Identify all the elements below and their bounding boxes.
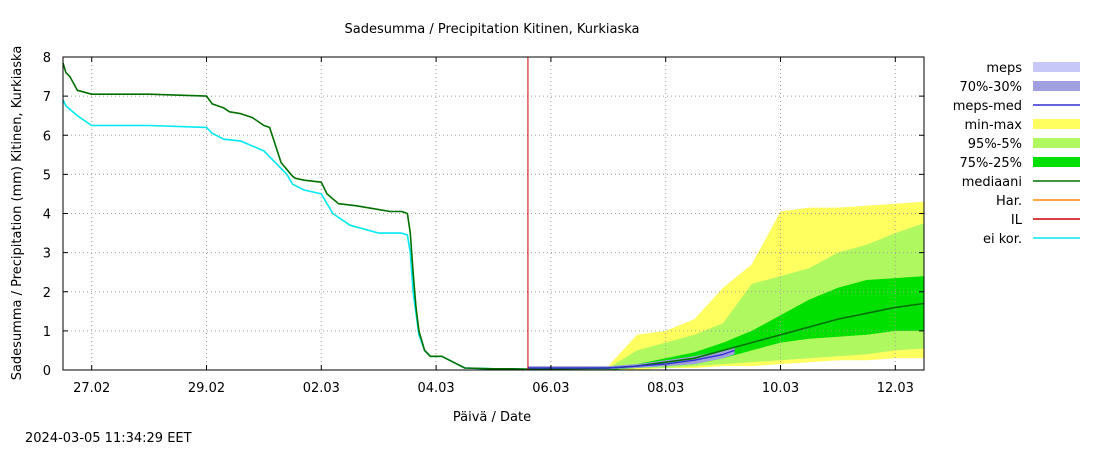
legend-label: 95%-5% <box>968 137 1022 152</box>
band-70-30 <box>527 346 735 370</box>
chart-title: Sadesumma / Precipitation Kitinen, Kurki… <box>344 22 639 37</box>
x-tick-label: 06.03 <box>532 381 569 396</box>
y-tick-label: 2 <box>43 286 51 301</box>
x-tick-label: 12.03 <box>877 381 914 396</box>
legend-label: IL <box>1011 213 1023 228</box>
legend-swatch-70-30 <box>1033 81 1080 91</box>
y-tick-label: 5 <box>43 168 51 183</box>
legend-label: Har. <box>996 194 1022 209</box>
y-tick-label: 8 <box>43 51 51 66</box>
x-tick-label: 27.02 <box>73 381 110 396</box>
y-tick-label: 4 <box>43 208 51 223</box>
legend-label: 75%-25% <box>960 156 1022 171</box>
series-ei-kor <box>62 99 528 370</box>
legend-label: ei kor. <box>983 232 1022 247</box>
band-75-25 <box>527 276 924 370</box>
legend-label: min-max <box>964 118 1022 133</box>
y-tick-label: 7 <box>43 90 51 105</box>
y-axis-label: Sadesumma / Precipitation (mm) Kitinen, … <box>10 46 25 381</box>
y-tick-label: 3 <box>43 247 51 262</box>
legend-label: meps <box>986 61 1022 76</box>
series-mediaani <box>62 62 925 371</box>
legend-label: 70%-30% <box>960 80 1022 95</box>
legend: meps 70%-30% meps-med min-max 95%-5% 75%-25% m… <box>953 61 1080 247</box>
legend-label: mediaani <box>962 175 1022 190</box>
x-tick-label: 10.03 <box>762 381 799 396</box>
x-tick-label: 08.03 <box>647 381 684 396</box>
x-tick-label: 04.03 <box>417 381 454 396</box>
y-tick-label: 1 <box>43 325 51 340</box>
y-tick-label: 0 <box>43 364 51 379</box>
x-tick-label: 29.02 <box>188 381 225 396</box>
legend-swatch-95-5 <box>1033 138 1080 148</box>
x-axis-label: Päivä / Date <box>453 410 531 425</box>
legend-label: meps-med <box>953 99 1022 114</box>
legend-swatch-min-max <box>1033 119 1080 129</box>
legend-swatch-75-25 <box>1033 157 1080 167</box>
y-tick-label: 6 <box>43 129 51 144</box>
timestamp: 2024-03-05 11:34:29 EET <box>25 431 192 446</box>
series-meps-med <box>527 349 735 369</box>
x-tick-label: 02.03 <box>303 381 340 396</box>
legend-swatch-meps <box>1033 62 1080 72</box>
